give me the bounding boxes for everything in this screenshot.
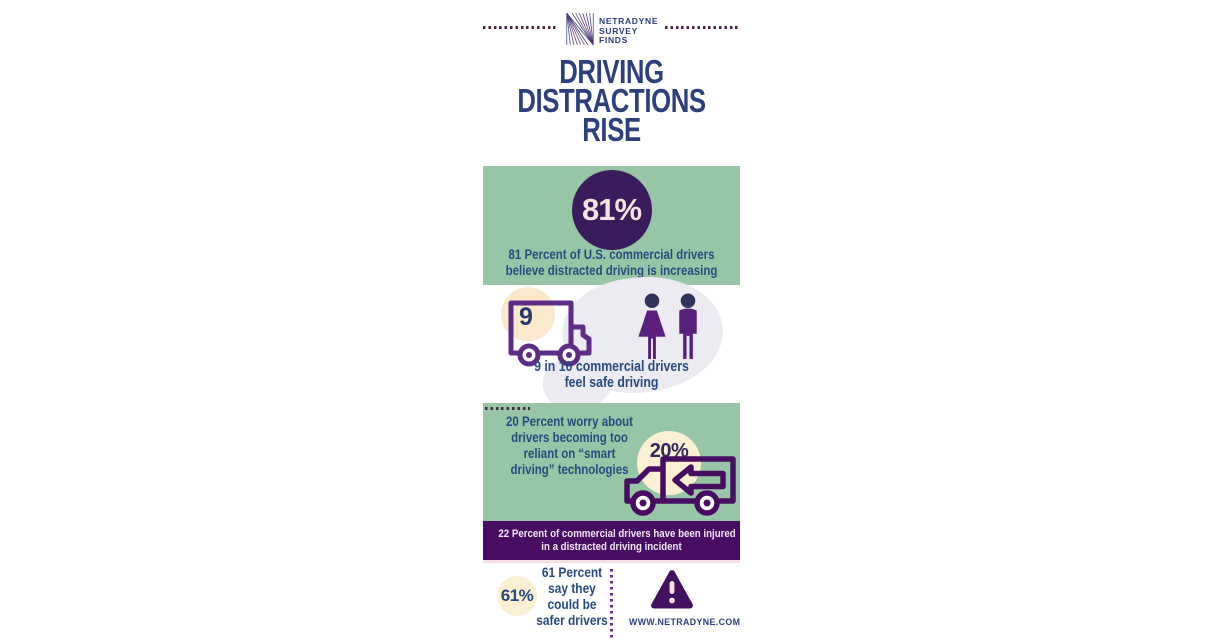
pink-divider [483,560,740,563]
truck-icon [508,300,592,367]
stat-61-circle: 61% [497,576,537,616]
world-map-background [543,355,613,410]
header-dotted-line-right [665,26,740,29]
page-title: DRIVING DISTRACTIONS RISE [483,53,740,148]
stat-81-caption: 81 Percent of U.S. commercial drivers be… [505,247,718,278]
man-icon [679,293,697,360]
title-line: DISTRACTIONS [517,82,706,119]
stat-61-section: 61% 61 Percent say they could be safer d… [483,560,740,640]
stat-81-section: 81% 81 Percent of U.S. commercial driver… [483,166,740,285]
infographic-column: NETRADYNE SURVEY FINDS DRIVING DISTRACTI… [483,0,740,640]
stat-22-bar: 22 Percent of commercial drivers have be… [483,521,740,560]
title-line: DRIVING [559,53,664,90]
stat-61-value: 61% [500,586,534,605]
stat-61-caption: 61 Percent say they could be safer drive… [536,564,608,628]
brand-text: NETRADYNE SURVEY FINDS [599,16,659,46]
warning-triangle-icon [651,570,693,609]
section-dotted-line [485,407,530,410]
header: NETRADYNE SURVEY FINDS [483,12,740,46]
stat-20-section: 20 Percent worry about drivers becoming … [483,403,740,521]
stat-9-caption: 9 in 10 commercial drivers feel safe dri… [534,359,689,391]
woman-icon [638,293,666,360]
vertical-dotted-line [610,569,613,640]
stat-9-section: 9 9 in 10 commercial drivers feel safe d… [483,266,740,410]
brand-line: SURVEY [599,25,639,36]
brand-line: FINDS [599,35,628,45]
brand-line: NETRADYNE [599,16,659,26]
netradyne-logo-icon [566,12,594,46]
stat-81-value: 81% [581,192,642,227]
stat-81-circle: 81% [571,170,652,250]
header-dotted-line-left [483,26,558,29]
stat-9-value: 9 [519,303,533,331]
truck-left-arrow-icon [624,456,736,516]
website-url: WWW.NETRADYNE.COM [629,617,741,627]
title-line: RISE [582,111,641,148]
stat-20-caption: 20 Percent worry about drivers becoming … [506,414,633,477]
